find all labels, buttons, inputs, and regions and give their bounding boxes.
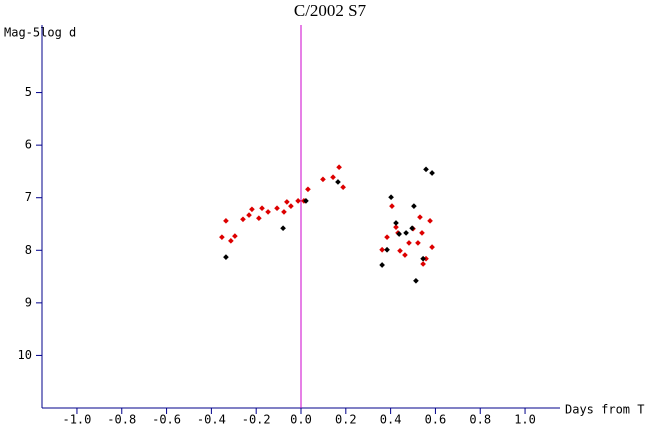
point [384,234,390,240]
point [417,214,423,220]
point [249,206,255,213]
point [240,216,246,223]
point [379,246,385,253]
x-tick-label: 1.0 [514,413,536,427]
point [336,164,342,171]
point [413,277,419,284]
y-tick-label: 8 [25,243,32,257]
point [340,184,346,191]
point [411,203,417,209]
point [429,170,435,176]
point [232,233,238,239]
point [389,203,395,209]
point [388,194,394,201]
y-tick-label: 7 [25,190,32,204]
x-tick-label: 0.0 [290,413,312,427]
point [396,231,402,237]
y-tick-label: 9 [25,295,32,309]
point [305,186,311,193]
point [403,230,409,236]
point [219,234,225,240]
point [393,220,399,226]
point [288,203,294,209]
y-tick-label: 6 [25,138,32,152]
point [429,244,435,250]
x-tick-label: -1.0 [62,413,91,427]
point [419,230,425,236]
point [228,237,234,244]
point [409,225,415,232]
point [320,176,326,183]
point [281,209,287,215]
point [274,205,280,212]
point [420,255,426,262]
chart-title: C/2002 S7 [294,1,367,20]
point [259,205,265,212]
point [280,225,286,232]
x-tick-label: 0.6 [425,413,447,427]
point [402,252,408,258]
point [379,262,385,268]
x-tick-label: -0.2 [242,413,271,427]
point [303,198,309,204]
point [223,254,229,260]
point [295,198,301,204]
point [423,166,429,173]
point [423,255,429,262]
point [246,212,252,218]
y-tick-label: 10 [18,348,32,362]
point [223,218,229,224]
point [420,261,426,267]
point [284,199,290,205]
point [415,240,421,246]
point [330,174,336,181]
y-tick-label: 5 [25,85,32,99]
x-tick-label: -0.4 [197,413,226,427]
point [335,179,341,185]
point [427,218,433,224]
x-tick-label: -0.6 [152,413,181,427]
x-tick-label: 0.2 [335,413,357,427]
point [384,246,390,253]
x-tick-label: 0.8 [469,413,491,427]
x-axis-label: Days from T [565,403,644,417]
point [256,215,262,222]
point [397,247,403,254]
x-tick-label: -0.8 [107,413,136,427]
x-tick-label: 0.4 [380,413,402,427]
y-axis-label: Mag-5log d [4,26,76,40]
point [393,224,399,230]
point [406,240,412,246]
point [265,209,271,215]
